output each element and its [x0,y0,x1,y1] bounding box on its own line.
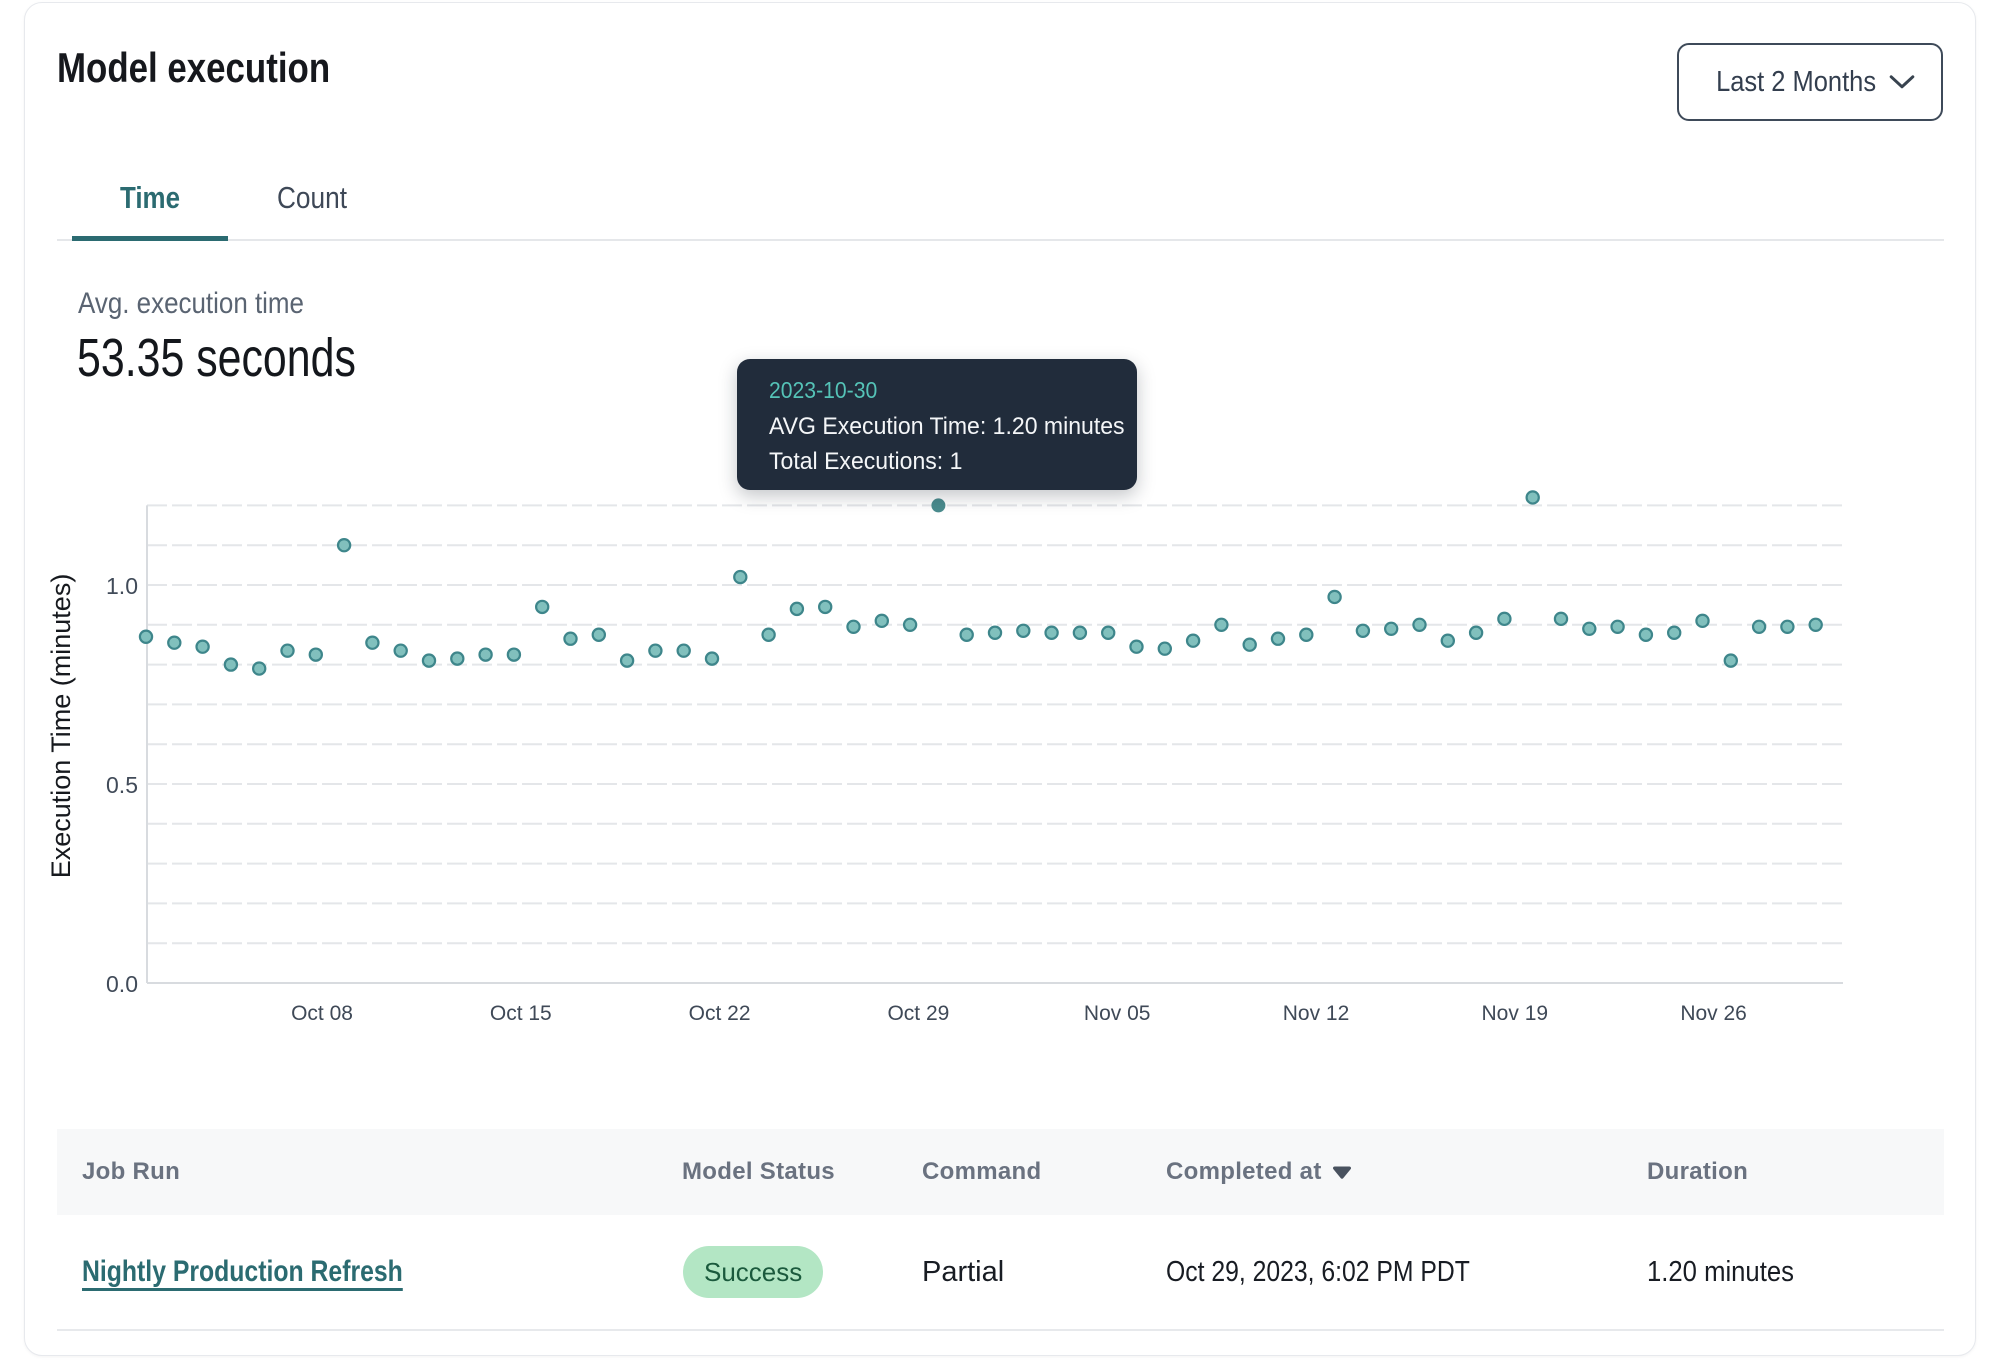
chevron-down-icon [1889,75,1915,89]
avg-execution-time-value: 53.35 seconds [77,328,356,388]
sort-desc-icon [1332,1166,1351,1179]
column-header-model-status[interactable]: Model Status [682,1158,835,1185]
column-header-duration[interactable]: Duration [1647,1158,1749,1185]
svg-text:Execution Time (minutes): Execution Time (minutes) [46,574,76,879]
chart-tooltip: 2023-10-30 AVG Execution Time: 1.20 minu… [737,359,1137,490]
svg-text:Nov 12: Nov 12 [1283,1002,1350,1025]
tooltip-date: 2023-10-30 [769,377,878,403]
column-header-job-run[interactable]: Job Run [82,1158,181,1185]
tooltip-avg-execution-time: AVG Execution Time: 1.20 minutes [769,413,1125,440]
svg-text:Nov 26: Nov 26 [1680,1002,1747,1025]
column-header-completed-at[interactable]: Completed at [1166,1129,1352,1215]
svg-text:Oct 08: Oct 08 [291,1002,353,1025]
date-range-value: Last 2 Months [1716,65,1876,98]
tabs-divider [57,239,1944,241]
svg-text:Oct 29: Oct 29 [887,1002,949,1025]
page-title: Model execution [57,44,331,91]
tab-count[interactable]: Count [276,180,347,215]
tooltip-total-executions: Total Executions: 1 [769,448,963,475]
svg-text:Nov 05: Nov 05 [1084,1002,1151,1025]
table-row-duration-cell: 1.20 minutes [1647,1255,1794,1288]
date-range-dropdown[interactable]: Last 2 Months [1677,43,1943,121]
table-row-completed-at-cell: Oct 29, 2023, 6:02 PM PDT [1166,1255,1470,1288]
svg-text:Nov 19: Nov 19 [1482,1002,1549,1025]
active-tab-indicator [72,236,228,241]
job-run-link[interactable]: Nightly Production Refresh [82,1255,403,1288]
table-row-command-cell: Partial [922,1255,1005,1288]
table-row-divider [57,1329,1944,1331]
status-badge: Success [683,1246,824,1298]
svg-text:Oct 22: Oct 22 [689,1002,751,1025]
svg-text:1.0: 1.0 [106,573,138,599]
column-header-command[interactable]: Command [922,1158,1042,1185]
svg-text:0.5: 0.5 [106,772,138,798]
table-row-job-run-cell: Nightly Production Refresh [82,1215,470,1329]
svg-text:0.0: 0.0 [106,971,138,997]
avg-execution-time-label: Avg. execution time [78,287,304,320]
table-row-model-status-cell: Success [683,1215,824,1329]
svg-text:Oct 15: Oct 15 [490,1002,552,1025]
table-header-row [57,1129,1944,1215]
tab-time[interactable]: Time [120,180,180,215]
